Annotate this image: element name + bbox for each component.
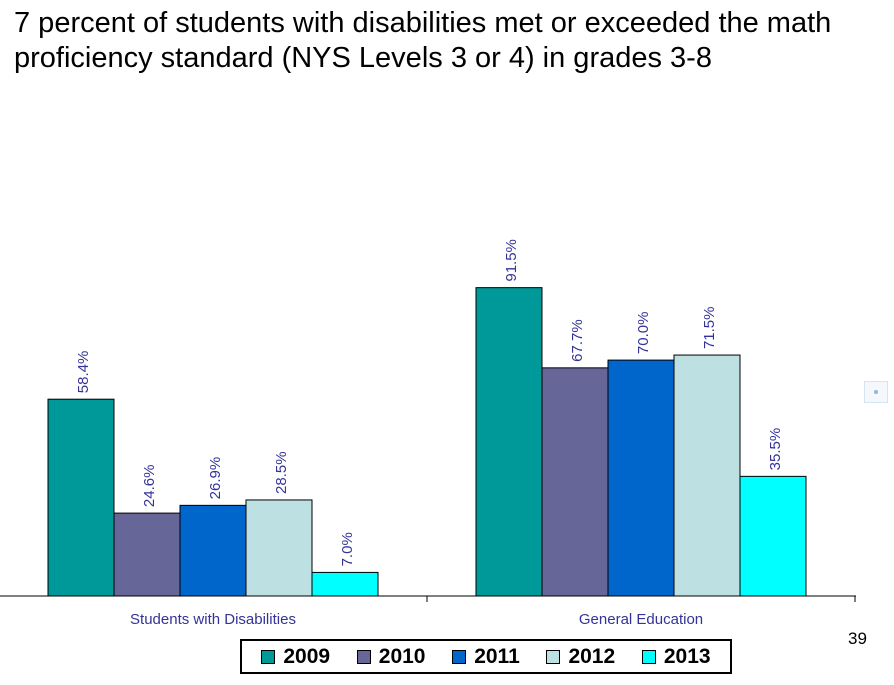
bar-general-education-2011 [607, 359, 675, 597]
chart-title: 7 percent of students with disabilities … [14, 7, 832, 74]
legend-swatch-2013 [641, 649, 656, 664]
legend-entry-2011: 2011 [452, 645, 520, 669]
legend-label-2009: 2009 [283, 644, 331, 668]
legend-swatch-2009 [261, 649, 276, 664]
legend-label-2011: 2011 [474, 644, 520, 668]
legend-entry-2009: 2009 [261, 645, 330, 669]
legend: 2009 2010 2011 2012 2013 [240, 639, 732, 674]
data-label-students-with-disabilities-2011: 26.9% [207, 457, 224, 500]
bar-students-with-disabilities-2011 [179, 504, 247, 597]
data-label-students-with-disabilities-2012: 28.5% [273, 451, 290, 494]
bar-students-with-disabilities-2012 [245, 499, 313, 597]
bar-general-education-2010 [541, 367, 609, 597]
category-label-students-with-disabilities: Students with Disabilities [130, 611, 296, 628]
data-label-general-education-2011: 70.0% [635, 312, 652, 355]
legend-label-2013: 2013 [663, 644, 711, 668]
bar-students-with-disabilities-2013 [311, 571, 379, 597]
data-label-students-with-disabilities-2013: 7.0% [339, 532, 356, 566]
data-label-general-education-2009: 91.5% [503, 239, 520, 282]
bar-general-education-2012 [673, 354, 741, 597]
legend-label-2010: 2010 [378, 644, 426, 668]
legend-swatch-2012 [546, 649, 561, 664]
page-number: 39 [848, 629, 867, 648]
legend-label-2012: 2012 [568, 644, 616, 668]
category-label-general-education: General Education [579, 611, 703, 628]
legend-entry-2010: 2010 [356, 644, 426, 669]
legend-entry-2013: 2013 [641, 644, 711, 669]
data-label-students-with-disabilities-2009: 58.4% [75, 351, 92, 394]
data-label-general-education-2013: 35.5% [767, 428, 784, 471]
legend-swatch-2010 [356, 649, 371, 664]
data-label-general-education-2010: 67.7% [569, 319, 586, 362]
bar-general-education-2009 [475, 287, 543, 597]
legend-swatch-2011 [452, 649, 467, 664]
data-label-general-education-2012: 71.5% [701, 306, 718, 349]
bar-students-with-disabilities-2010 [113, 512, 181, 597]
legend-entry-2012: 2012 [546, 645, 615, 669]
data-label-students-with-disabilities-2010: 24.6% [141, 465, 158, 508]
side-panel-handle[interactable] [864, 381, 888, 403]
bar-students-with-disabilities-2009 [47, 398, 115, 597]
bar-general-education-2013 [739, 475, 807, 597]
